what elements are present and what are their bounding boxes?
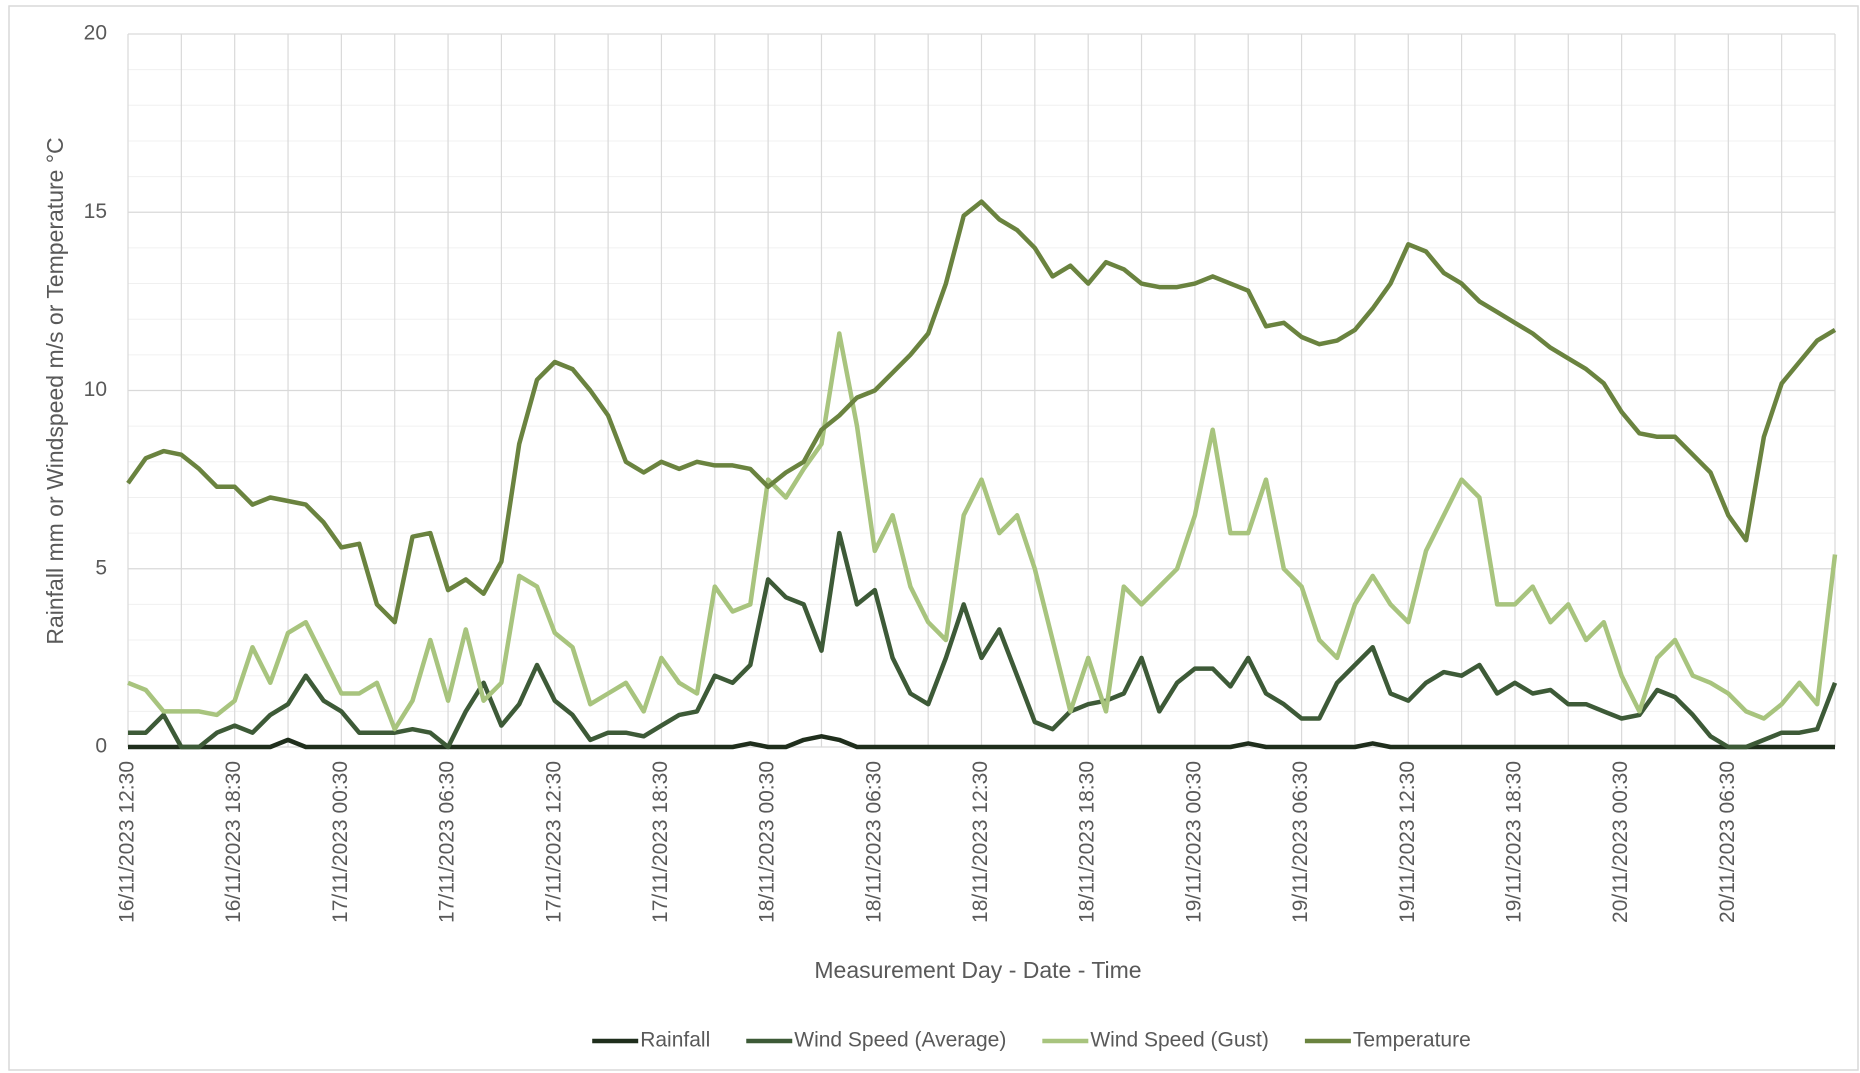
x-tick-label: 17/11/2023 00:30 — [329, 761, 352, 923]
y-tick-label: 5 — [95, 556, 107, 579]
x-axis-title: Measurement Day - Date - Time — [814, 957, 1141, 983]
y-tick-label: 15 — [84, 200, 107, 223]
y-tick-label: 10 — [84, 378, 107, 401]
x-tick-label: 19/11/2023 18:30 — [1502, 761, 1525, 923]
x-tick-label: 20/11/2023 00:30 — [1609, 761, 1632, 923]
series-line — [126, 199, 1837, 625]
x-tick-label: 16/11/2023 12:30 — [116, 761, 139, 923]
legend-label: Temperature — [1353, 1029, 1471, 1052]
x-tick-label: 18/11/2023 12:30 — [969, 761, 992, 923]
x-tick-label: 17/11/2023 06:30 — [436, 761, 459, 923]
x-tick-label: 17/11/2023 12:30 — [542, 761, 565, 923]
y-axis-title: Rainfall mm or Windspeed m/s or Temperat… — [42, 137, 68, 644]
x-tick-label: 20/11/2023 06:30 — [1716, 761, 1739, 923]
chart-border — [8, 5, 1859, 1071]
series-line — [128, 734, 1835, 750]
x-tick-label: 16/11/2023 18:30 — [222, 761, 245, 923]
series-line — [127, 331, 1838, 732]
x-tick-label: 18/11/2023 00:30 — [756, 761, 779, 923]
legend-label: Wind Speed (Gust) — [1090, 1029, 1269, 1052]
x-tick-label: 19/11/2023 12:30 — [1396, 761, 1419, 923]
y-tick-label: 20 — [84, 22, 107, 45]
x-tick-label: 19/11/2023 00:30 — [1182, 761, 1205, 923]
x-tick-label: 18/11/2023 18:30 — [1076, 761, 1099, 923]
series-line — [128, 530, 1838, 750]
legend-label: Rainfall — [640, 1029, 710, 1052]
y-tick-label: 0 — [95, 735, 107, 758]
legend-label: Wind Speed (Average) — [794, 1029, 1006, 1052]
x-tick-label: 19/11/2023 06:30 — [1289, 761, 1312, 923]
x-tick-label: 17/11/2023 18:30 — [649, 761, 672, 923]
x-tick-label: 18/11/2023 06:30 — [862, 761, 885, 923]
